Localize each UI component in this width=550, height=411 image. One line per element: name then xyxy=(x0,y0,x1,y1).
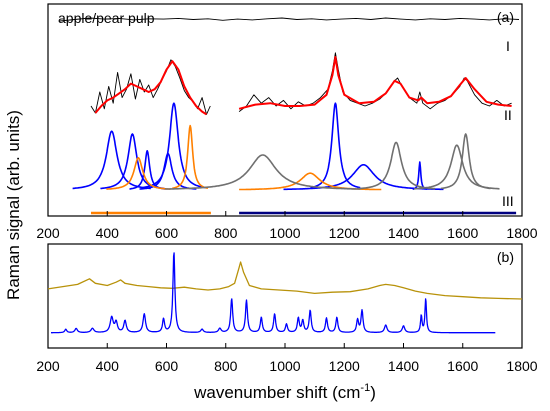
x-tick-label: 1800 xyxy=(506,358,537,374)
series-iii-orange-components-left-peak xyxy=(172,124,209,190)
trace-label-III: III xyxy=(502,193,514,209)
x-tick-label: 800 xyxy=(214,358,238,374)
series-gold-reference-spectrum xyxy=(47,261,523,300)
x-tick-label: 1800 xyxy=(506,225,537,241)
x-axis-title-end: ) xyxy=(370,383,376,402)
panel-a-frame xyxy=(47,3,523,217)
x-tick-label: 400 xyxy=(96,358,120,374)
series-blue-reference-spectrum xyxy=(50,252,496,334)
x-tick-label: 1000 xyxy=(269,358,300,374)
x-tick-label: 200 xyxy=(36,358,60,374)
series-iii-blue-components-left-peak xyxy=(141,102,207,189)
x-tick-label: 1600 xyxy=(447,225,478,241)
x-tick-label: 1200 xyxy=(329,358,360,374)
series-iii-blue-components-right-peak xyxy=(310,102,361,189)
series-iii-grey-components-right-peak xyxy=(414,144,500,190)
x-tick-label: 600 xyxy=(155,358,179,374)
x-tick-label: 600 xyxy=(155,225,179,241)
x-axis-title-main: wavenumber shift (cm xyxy=(193,383,360,402)
x-axis-title: wavenumber shift (cm-1) xyxy=(193,382,376,402)
series-iii-orange-components-left-peak xyxy=(106,157,171,190)
panel-a-letter: (a) xyxy=(497,9,514,25)
panel-b-plot xyxy=(47,252,523,334)
panel-a-plot xyxy=(59,17,520,215)
panel-a-x-ticks: 200 400 600 800 1000 1200 1400 1600 1800 xyxy=(36,211,538,241)
series-iii-blue-components-left-peak xyxy=(100,133,165,190)
panel-a-sample-label: apple/pear pulp xyxy=(58,10,155,26)
x-tick-label: 1600 xyxy=(447,358,478,374)
x-tick-label: 800 xyxy=(214,225,238,241)
y-axis-title: Raman signal (arb. units) xyxy=(4,110,23,300)
trace-label-II: II xyxy=(504,107,512,123)
series-ii-apple-pear-fit xyxy=(94,60,208,116)
series-ii-right-fit xyxy=(238,56,512,110)
x-tick-label: 1400 xyxy=(388,358,419,374)
x-tick-label: 200 xyxy=(36,225,60,241)
x-tick-label: 1200 xyxy=(329,225,360,241)
x-axis-title-superscript: -1 xyxy=(360,382,370,394)
series-iii-grey-components-right-peak xyxy=(440,133,491,190)
series-i xyxy=(59,17,520,22)
series-ii-right-data xyxy=(238,52,512,112)
panel-b-x-ticks: 200 400 600 800 1000 1200 1400 1600 1800 xyxy=(36,343,538,374)
trace-label-I: I xyxy=(506,38,510,54)
x-tick-label: 1400 xyxy=(388,225,419,241)
x-tick-label: 400 xyxy=(96,225,120,241)
series-iii-grey-components-right-peak xyxy=(164,154,361,190)
x-tick-label: 1000 xyxy=(269,225,300,241)
series-iii-grey-components-right-peak xyxy=(356,141,436,190)
panel-b-letter: (b) xyxy=(497,249,514,265)
series-ii-apple-pear-data xyxy=(90,59,211,115)
